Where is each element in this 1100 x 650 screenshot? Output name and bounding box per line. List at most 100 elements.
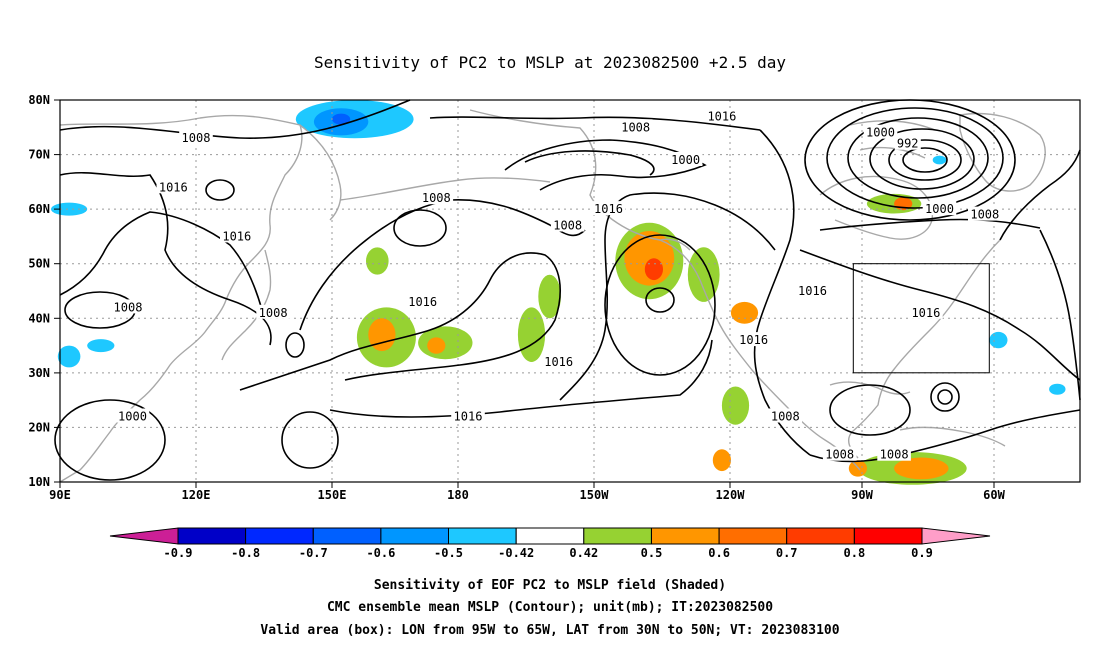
colorbar-label: -0.5 xyxy=(434,546,463,560)
shaded-region-6 xyxy=(989,331,1008,349)
contour-label-background xyxy=(618,119,653,134)
shaded-region-12 xyxy=(366,247,389,275)
colorbar-low-end xyxy=(109,527,179,545)
contour-labels: 1008 1016 1016 1008 1008 1000 1008 1008 1000 1016… xyxy=(111,108,1002,462)
colorbar-label: -0.6 xyxy=(366,546,395,560)
contour-ring xyxy=(393,209,447,247)
contour-ring xyxy=(902,147,948,173)
contour-label-background xyxy=(591,201,626,216)
contour-label-background xyxy=(179,130,213,145)
colorbar-label: 0.7 xyxy=(776,546,798,560)
contour-label: 1008 xyxy=(114,300,143,314)
contour-label-background xyxy=(419,190,454,205)
latitude-axis xyxy=(54,99,60,483)
lon-tick-label: 120W xyxy=(716,488,746,502)
coastline-caribbean xyxy=(899,426,1006,447)
map-title: Sensitivity of PC2 to MSLP at 2023082500… xyxy=(314,53,786,72)
map-frame xyxy=(59,99,1081,483)
contour-label: 1008 xyxy=(422,191,451,205)
colorbar-label: 0.5 xyxy=(641,546,663,560)
contour-label-background xyxy=(115,408,150,423)
shaded-region-19 xyxy=(687,247,720,302)
contour-label: 1000 xyxy=(866,126,895,140)
coastline-north-america-west xyxy=(659,239,861,471)
colorbar-swatch-4 xyxy=(448,527,517,545)
colorbar-swatch-10 xyxy=(853,527,923,545)
contour-ring xyxy=(847,117,989,199)
contour-label-background xyxy=(156,179,191,194)
lat-tick-label: 40N xyxy=(28,311,50,325)
contour-label-background xyxy=(541,353,576,368)
contour-line xyxy=(59,211,263,311)
contour-ring xyxy=(604,234,716,376)
shaded-region-2 xyxy=(332,113,351,125)
colorbar-label: -0.7 xyxy=(299,546,328,560)
contour-line xyxy=(819,218,1041,231)
contour-line xyxy=(59,171,272,346)
contour-label: 1008 xyxy=(970,208,999,222)
contour-label-background xyxy=(768,408,803,423)
lat-tick-label: 70N xyxy=(28,148,50,162)
contour-ring xyxy=(645,287,675,313)
colorbar-label: 0.9 xyxy=(911,546,933,560)
lat-tick-label: 20N xyxy=(28,420,50,434)
contour-label: 1008 xyxy=(880,448,909,462)
shaded-region-4 xyxy=(57,345,81,368)
contour-ring xyxy=(930,382,960,412)
shaded-region-15 xyxy=(538,274,561,319)
contour-label-background xyxy=(909,304,943,319)
contour-label: 1016 xyxy=(222,229,251,243)
colorbar-label: 0.42 xyxy=(569,546,598,560)
colorbar-swatch-9 xyxy=(786,527,855,545)
contour-label-background xyxy=(922,201,957,216)
contour-line xyxy=(504,139,707,191)
contour-label-background xyxy=(451,408,485,423)
shaded-region-22 xyxy=(712,449,732,472)
lon-tick-label: 90W xyxy=(851,488,873,502)
colorbar-swatch-0 xyxy=(177,527,247,545)
shaded-region-5 xyxy=(87,339,115,353)
contour-label-background xyxy=(668,152,703,166)
caption-contour: CMC ensemble mean MSLP (Contour); unit(m… xyxy=(327,600,773,615)
mslp-closed-contours xyxy=(54,99,1016,481)
contour-ring xyxy=(888,139,962,181)
contour-label: 1016 xyxy=(911,306,940,320)
lat-tick-label: 10N xyxy=(28,475,50,489)
contour-label: 1016 xyxy=(544,355,573,369)
coastline-alaska xyxy=(469,109,691,251)
colorbar-swatch-3 xyxy=(380,527,449,545)
contour-label: 1000 xyxy=(118,410,147,424)
caption-valid-area: Valid area (box): LON from 95W to 65W, L… xyxy=(260,623,839,638)
longitude-tick-labels: 90E 120E 150E 180 150W 120W 90W 60W xyxy=(49,488,1005,502)
contour-label-background xyxy=(877,446,911,461)
contour-label: 1000 xyxy=(925,202,954,216)
contour-label: 1008 xyxy=(182,131,211,145)
contour-label: 1008 xyxy=(771,410,800,424)
contour-ring xyxy=(869,128,975,190)
colorbar-swatch-1 xyxy=(245,527,314,545)
contour-label-background xyxy=(550,217,585,232)
contour-label-background xyxy=(795,283,830,297)
colorbar-label: -0.9 xyxy=(164,546,193,560)
colorbar-swatch-8 xyxy=(718,527,788,545)
contour-label: 1000 xyxy=(671,153,700,167)
contour-ring xyxy=(285,332,305,358)
contour-label-background xyxy=(736,332,771,347)
contour-label: 992 xyxy=(897,137,919,151)
shaded-region-26 xyxy=(894,457,949,480)
contour-line xyxy=(429,116,761,131)
colorbar-label: 0.8 xyxy=(844,546,866,560)
contour-line xyxy=(1039,229,1081,401)
colorbar-swatch-2 xyxy=(312,527,382,545)
lon-tick-label: 60W xyxy=(983,488,1005,502)
colorbar-label: -0.8 xyxy=(231,546,260,560)
contour-label-background xyxy=(863,124,898,139)
map-panel: 1008 1016 1016 1008 1008 1000 1008 1008 1000 1016… xyxy=(51,99,1081,485)
contour-label-background xyxy=(894,135,921,150)
contour-line xyxy=(329,339,713,418)
lon-tick-label: 150W xyxy=(580,488,610,502)
lat-tick-label: 30N xyxy=(28,366,50,380)
contour-label: 1016 xyxy=(594,202,623,216)
contour-line xyxy=(809,409,1081,463)
